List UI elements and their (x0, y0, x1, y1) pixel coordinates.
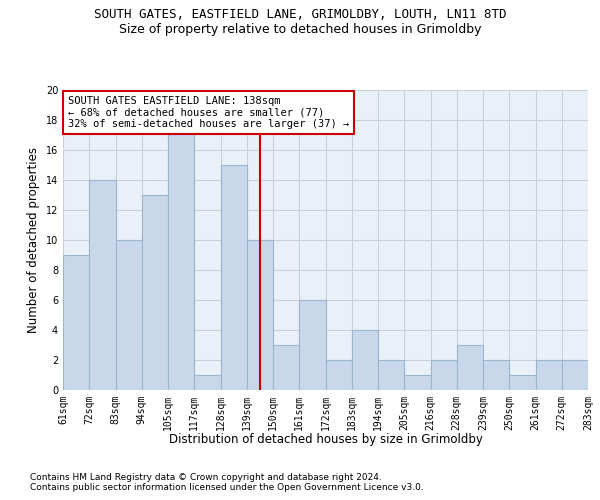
Bar (562, 360, 588, 390)
X-axis label: Distribution of detached houses by size in Grimoldby: Distribution of detached houses by size … (169, 433, 482, 446)
Text: SOUTH GATES, EASTFIELD LANE, GRIMOLDBY, LOUTH, LN11 8TD: SOUTH GATES, EASTFIELD LANE, GRIMOLDBY, … (94, 8, 506, 20)
Bar (509, 375, 536, 390)
Bar (89, 180, 115, 390)
Bar (194, 375, 221, 390)
Text: Contains public sector information licensed under the Open Government Licence v3: Contains public sector information licen… (30, 484, 424, 492)
Bar (168, 105, 194, 390)
Y-axis label: Number of detached properties: Number of detached properties (27, 147, 40, 333)
Bar (299, 300, 325, 390)
Bar (273, 345, 299, 390)
Bar (404, 375, 431, 390)
Bar (352, 330, 378, 390)
Text: SOUTH GATES EASTFIELD LANE: 138sqm
← 68% of detached houses are smaller (77)
32%: SOUTH GATES EASTFIELD LANE: 138sqm ← 68%… (68, 96, 349, 129)
Bar (115, 240, 142, 390)
Bar (431, 360, 457, 390)
Text: Size of property relative to detached houses in Grimoldby: Size of property relative to detached ho… (119, 22, 481, 36)
Bar (142, 195, 168, 390)
Bar (378, 360, 404, 390)
Bar (247, 240, 273, 390)
Bar (536, 360, 562, 390)
Bar (221, 165, 247, 390)
Bar (483, 360, 509, 390)
Text: Contains HM Land Registry data © Crown copyright and database right 2024.: Contains HM Land Registry data © Crown c… (30, 472, 382, 482)
Bar (63, 255, 89, 390)
Bar (325, 360, 352, 390)
Bar (457, 345, 483, 390)
